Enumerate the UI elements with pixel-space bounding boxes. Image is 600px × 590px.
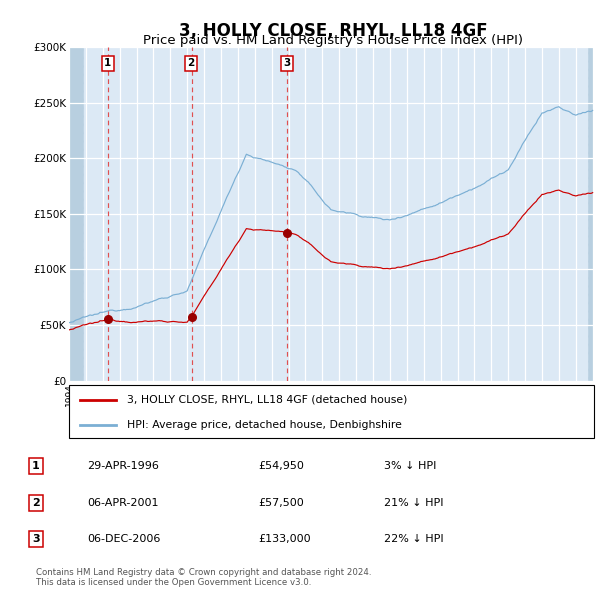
- Text: 3% ↓ HPI: 3% ↓ HPI: [384, 461, 436, 471]
- Text: Price paid vs. HM Land Registry's House Price Index (HPI): Price paid vs. HM Land Registry's House …: [143, 34, 523, 47]
- Text: 1: 1: [32, 461, 40, 471]
- Text: 3, HOLLY CLOSE, RHYL, LL18 4GF: 3, HOLLY CLOSE, RHYL, LL18 4GF: [179, 22, 487, 40]
- Text: 06-APR-2001: 06-APR-2001: [87, 498, 158, 507]
- Text: 1: 1: [104, 58, 112, 68]
- Text: HPI: Average price, detached house, Denbighshire: HPI: Average price, detached house, Denb…: [127, 419, 401, 430]
- Text: 22% ↓ HPI: 22% ↓ HPI: [384, 535, 443, 544]
- Text: Contains HM Land Registry data © Crown copyright and database right 2024.
This d: Contains HM Land Registry data © Crown c…: [36, 568, 371, 587]
- Text: 2: 2: [188, 58, 195, 68]
- Text: £133,000: £133,000: [258, 535, 311, 544]
- Text: 3: 3: [32, 535, 40, 544]
- Text: 2: 2: [32, 498, 40, 507]
- Bar: [587, 47, 594, 381]
- Text: 21% ↓ HPI: 21% ↓ HPI: [384, 498, 443, 507]
- Text: 3: 3: [283, 58, 290, 68]
- Bar: [69, 47, 83, 381]
- Text: £57,500: £57,500: [258, 498, 304, 507]
- Text: 3, HOLLY CLOSE, RHYL, LL18 4GF (detached house): 3, HOLLY CLOSE, RHYL, LL18 4GF (detached…: [127, 395, 407, 405]
- Text: 29-APR-1996: 29-APR-1996: [87, 461, 159, 471]
- Text: 06-DEC-2006: 06-DEC-2006: [87, 535, 160, 544]
- Text: £54,950: £54,950: [258, 461, 304, 471]
